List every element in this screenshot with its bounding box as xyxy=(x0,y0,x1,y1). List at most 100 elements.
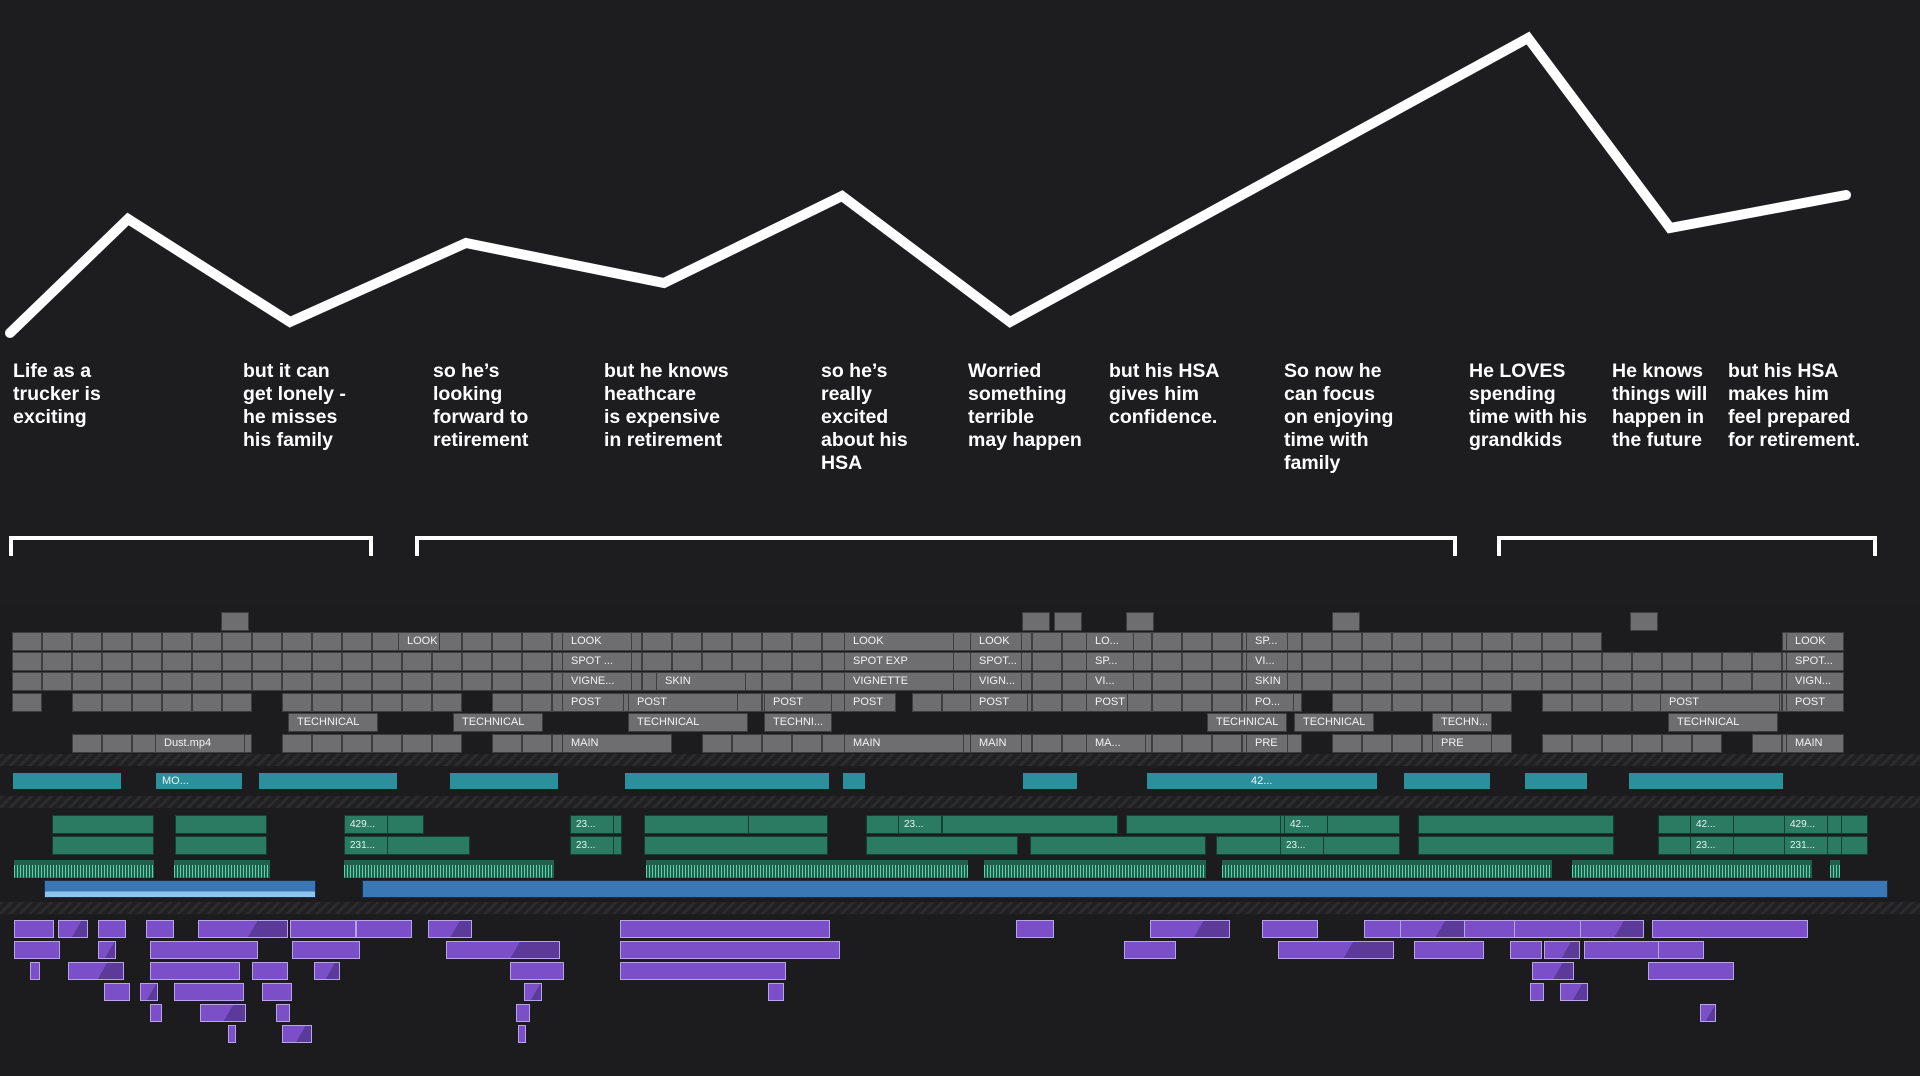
sound-effect-clip[interactable] xyxy=(620,941,840,959)
video-clip[interactable] xyxy=(449,772,559,790)
video-clip[interactable] xyxy=(842,772,866,790)
graphics-clip[interactable] xyxy=(1632,672,1662,691)
graphics-clip-labeled[interactable]: POST xyxy=(1086,693,1128,712)
video-clip-labeled[interactable]: 231... xyxy=(344,836,388,855)
graphics-clip[interactable] xyxy=(282,734,312,753)
graphics-clip[interactable] xyxy=(402,672,432,691)
graphics-clip[interactable] xyxy=(522,672,552,691)
graphics-clip[interactable] xyxy=(1692,652,1722,671)
graphics-clip[interactable] xyxy=(1032,672,1062,691)
graphics-clip[interactable] xyxy=(1722,652,1752,671)
graphics-clip[interactable] xyxy=(132,693,162,712)
graphics-clip-labeled[interactable]: POST xyxy=(562,693,624,712)
graphics-clip[interactable] xyxy=(1392,652,1422,671)
graphics-clip[interactable] xyxy=(1182,693,1212,712)
graphics-clip-labeled[interactable]: Dust.mp4 xyxy=(155,734,245,753)
sound-effect-clip[interactable] xyxy=(262,983,292,1001)
graphics-clip-labeled[interactable]: LOOK xyxy=(398,632,440,651)
graphics-clip[interactable] xyxy=(1482,672,1512,691)
graphics-clip[interactable] xyxy=(432,734,462,753)
graphics-clip[interactable] xyxy=(402,734,432,753)
graphics-clip[interactable] xyxy=(1482,652,1512,671)
graphics-clip[interactable] xyxy=(12,652,42,671)
graphics-clip[interactable] xyxy=(312,693,342,712)
graphics-clip[interactable] xyxy=(222,672,252,691)
graphics-clip[interactable] xyxy=(342,693,372,712)
graphics-clip[interactable] xyxy=(102,693,132,712)
sound-effect-clip[interactable] xyxy=(1658,941,1704,959)
graphics-clip[interactable] xyxy=(312,672,342,691)
sound-effect-clip[interactable] xyxy=(510,962,564,980)
graphics-clip[interactable] xyxy=(492,652,522,671)
graphics-clip[interactable] xyxy=(762,652,792,671)
video-clip[interactable] xyxy=(12,772,122,790)
graphics-clip[interactable] xyxy=(312,652,342,671)
graphics-clip[interactable] xyxy=(192,693,222,712)
graphics-clip[interactable] xyxy=(1542,652,1572,671)
graphics-clip-labeled[interactable]: VIGN... xyxy=(1786,672,1844,691)
graphics-clip[interactable] xyxy=(762,672,792,691)
graphics-clip[interactable] xyxy=(1022,612,1050,631)
graphics-clip-labeled[interactable]: LOOK xyxy=(1786,632,1844,651)
graphics-clip-labeled[interactable]: POST xyxy=(1660,693,1780,712)
graphics-clip[interactable] xyxy=(222,632,252,651)
graphics-clip[interactable] xyxy=(372,693,402,712)
graphics-clip[interactable] xyxy=(522,693,552,712)
graphics-clip[interactable] xyxy=(1152,693,1182,712)
graphics-clip-labeled[interactable]: POST xyxy=(1786,693,1844,712)
graphics-clip[interactable] xyxy=(1362,632,1392,651)
graphics-clip-labeled[interactable]: POST xyxy=(764,693,832,712)
video-clip[interactable] xyxy=(1524,772,1588,790)
video-clip[interactable] xyxy=(644,836,828,855)
graphics-clip[interactable] xyxy=(1602,693,1632,712)
audio-waveform-clip[interactable] xyxy=(174,860,270,878)
sound-effect-clip[interactable] xyxy=(150,962,240,980)
graphics-clip[interactable] xyxy=(1032,632,1062,651)
graphics-clip[interactable] xyxy=(282,672,312,691)
graphics-clip[interactable] xyxy=(282,652,312,671)
graphics-clip[interactable] xyxy=(1302,632,1332,651)
graphics-clip[interactable] xyxy=(1332,693,1362,712)
video-clip-labeled[interactable]: 23... xyxy=(1280,836,1324,855)
audio-waveform-clip[interactable] xyxy=(1830,860,1840,878)
graphics-clip-labeled[interactable]: VIGNE... xyxy=(562,672,632,691)
audio-waveform-clip[interactable] xyxy=(984,860,1206,878)
sound-effect-clip[interactable] xyxy=(98,941,116,959)
graphics-clip[interactable] xyxy=(1362,652,1392,671)
graphics-clip[interactable] xyxy=(42,672,72,691)
graphics-clip[interactable] xyxy=(1632,652,1662,671)
video-clip[interactable] xyxy=(644,815,754,834)
graphics-clip-labeled[interactable]: LOOK xyxy=(970,632,1022,651)
graphics-clip[interactable] xyxy=(1392,734,1422,753)
video-clip[interactable] xyxy=(52,815,154,834)
graphics-clip[interactable] xyxy=(1452,693,1482,712)
video-clip[interactable] xyxy=(1418,815,1614,834)
graphics-clip[interactable] xyxy=(1212,672,1242,691)
graphics-clip[interactable] xyxy=(1212,734,1242,753)
graphics-clip[interactable] xyxy=(1212,693,1242,712)
graphics-clip[interactable] xyxy=(1126,612,1154,631)
video-clip[interactable] xyxy=(175,836,267,855)
graphics-clip[interactable] xyxy=(342,734,372,753)
graphics-clip[interactable] xyxy=(132,652,162,671)
graphics-clip[interactable] xyxy=(792,652,822,671)
graphics-clip[interactable] xyxy=(522,734,552,753)
graphics-clip[interactable] xyxy=(1512,652,1542,671)
graphics-clip-labeled[interactable]: VI... xyxy=(1246,652,1288,671)
music-clip[interactable] xyxy=(44,880,316,898)
graphics-clip[interactable] xyxy=(1692,734,1722,753)
graphics-clip[interactable] xyxy=(12,632,42,651)
graphics-clip-labeled[interactable]: SKIN xyxy=(656,672,746,691)
video-clip[interactable] xyxy=(1022,772,1078,790)
graphics-clip[interactable] xyxy=(1512,672,1542,691)
graphics-clip[interactable] xyxy=(1572,632,1602,651)
graphics-clip[interactable] xyxy=(72,652,102,671)
graphics-clip-labeled[interactable]: MAIN xyxy=(970,734,1022,753)
video-clip[interactable]: MO... xyxy=(155,772,243,790)
graphics-clip-labeled[interactable]: TECHNI... xyxy=(764,713,832,732)
sound-effect-clip[interactable] xyxy=(620,920,830,938)
graphics-clip[interactable] xyxy=(372,672,402,691)
graphics-clip[interactable] xyxy=(1602,734,1632,753)
graphics-clip[interactable] xyxy=(162,632,192,651)
graphics-clip[interactable] xyxy=(762,734,792,753)
